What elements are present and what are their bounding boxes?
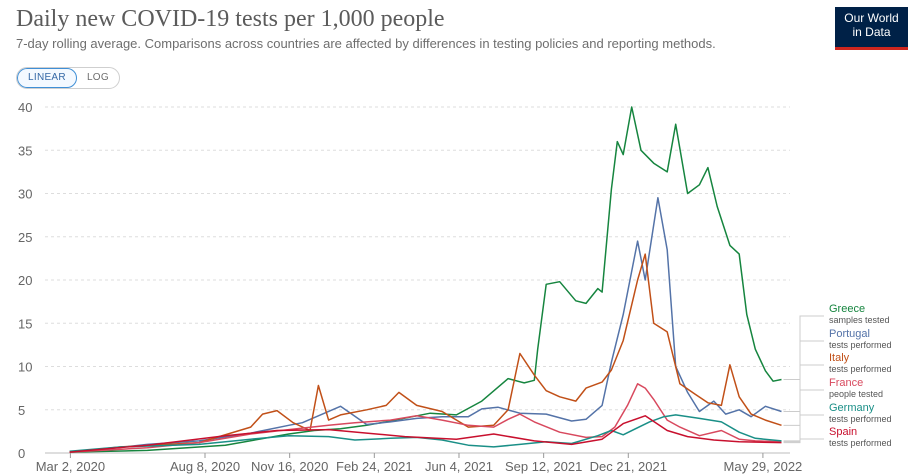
x-axis-ticks: Mar 2, 2020 Aug 8, 2020 Nov 16, 2020 Feb 24… (36, 453, 803, 474)
x-tick-label: Jun 4, 2021 (425, 459, 493, 474)
legend-sublabel-germany: tests performed (829, 414, 892, 424)
legend-connector-greece (783, 315, 824, 380)
x-tick-label: Mar 2, 2020 (36, 459, 105, 474)
y-tick-label: 15 (18, 316, 32, 331)
legend-label-italy[interactable]: Italy (829, 352, 850, 364)
series-line-spain[interactable] (69, 415, 782, 453)
log-scale-button[interactable]: LOG (86, 72, 109, 83)
linear-scale-button[interactable]: LINEAR (17, 68, 77, 88)
chart-subtitle: 7-day rolling average. Comparisons acros… (16, 36, 716, 51)
y-tick-label: 40 (18, 100, 32, 115)
y-tick-label: 0 (18, 446, 25, 461)
legend-label-greece[interactable]: Greece (829, 303, 865, 315)
y-tick-label: 20 (18, 273, 32, 288)
legend-connector-germany (783, 414, 824, 442)
legend-connector-france (783, 389, 824, 443)
legend-label-france[interactable]: France (829, 377, 863, 389)
series-line-france[interactable] (69, 383, 782, 453)
y-axis-ticks: 0 5 10 15 20 25 30 35 40 (18, 100, 32, 461)
y-tick-label: 30 (18, 187, 32, 202)
logo-line-1: Our World (844, 11, 899, 25)
owid-logo[interactable]: Our World in Data (835, 7, 908, 50)
y-tick-label: 35 (18, 143, 32, 158)
series-lines (69, 106, 782, 453)
legend-sublabel-greece: samples tested (829, 315, 890, 325)
y-tick-label: 25 (18, 230, 32, 245)
scale-toggle: LINEAR LOG (16, 67, 120, 89)
legend-sublabel-italy: tests performed (829, 364, 892, 374)
x-tick-label: Nov 16, 2020 (251, 459, 328, 474)
legend-sublabel-spain: tests performed (829, 438, 892, 448)
legend-label-portugal[interactable]: Portugal (829, 328, 870, 340)
legend-sublabel-portugal: tests performed (829, 340, 892, 350)
x-tick-label: Feb 24, 2021 (336, 459, 413, 474)
legend-sublabel-france: people tested (829, 389, 883, 399)
grid-lines (45, 106, 790, 454)
y-tick-label: 5 (18, 403, 25, 418)
x-tick-label: Sep 12, 2021 (505, 459, 582, 474)
x-tick-label: Aug 8, 2020 (170, 459, 240, 474)
x-tick-label: Dec 21, 2021 (590, 459, 667, 474)
legend-label-germany[interactable]: Germany (829, 402, 875, 414)
y-tick-label: 10 (18, 360, 32, 375)
series-line-portugal[interactable] (69, 197, 782, 453)
legend-connector-italy (783, 364, 824, 426)
chart-title: Daily new COVID-19 tests per 1,000 peopl… (16, 6, 445, 32)
legend-connector-portugal (783, 340, 824, 412)
series-line-germany[interactable] (69, 414, 782, 453)
logo-line-2: in Data (852, 25, 891, 39)
legend-connector-spain (783, 438, 824, 444)
x-tick-label: May 29, 2022 (724, 459, 803, 474)
legend-label-spain[interactable]: Spain (829, 426, 857, 438)
